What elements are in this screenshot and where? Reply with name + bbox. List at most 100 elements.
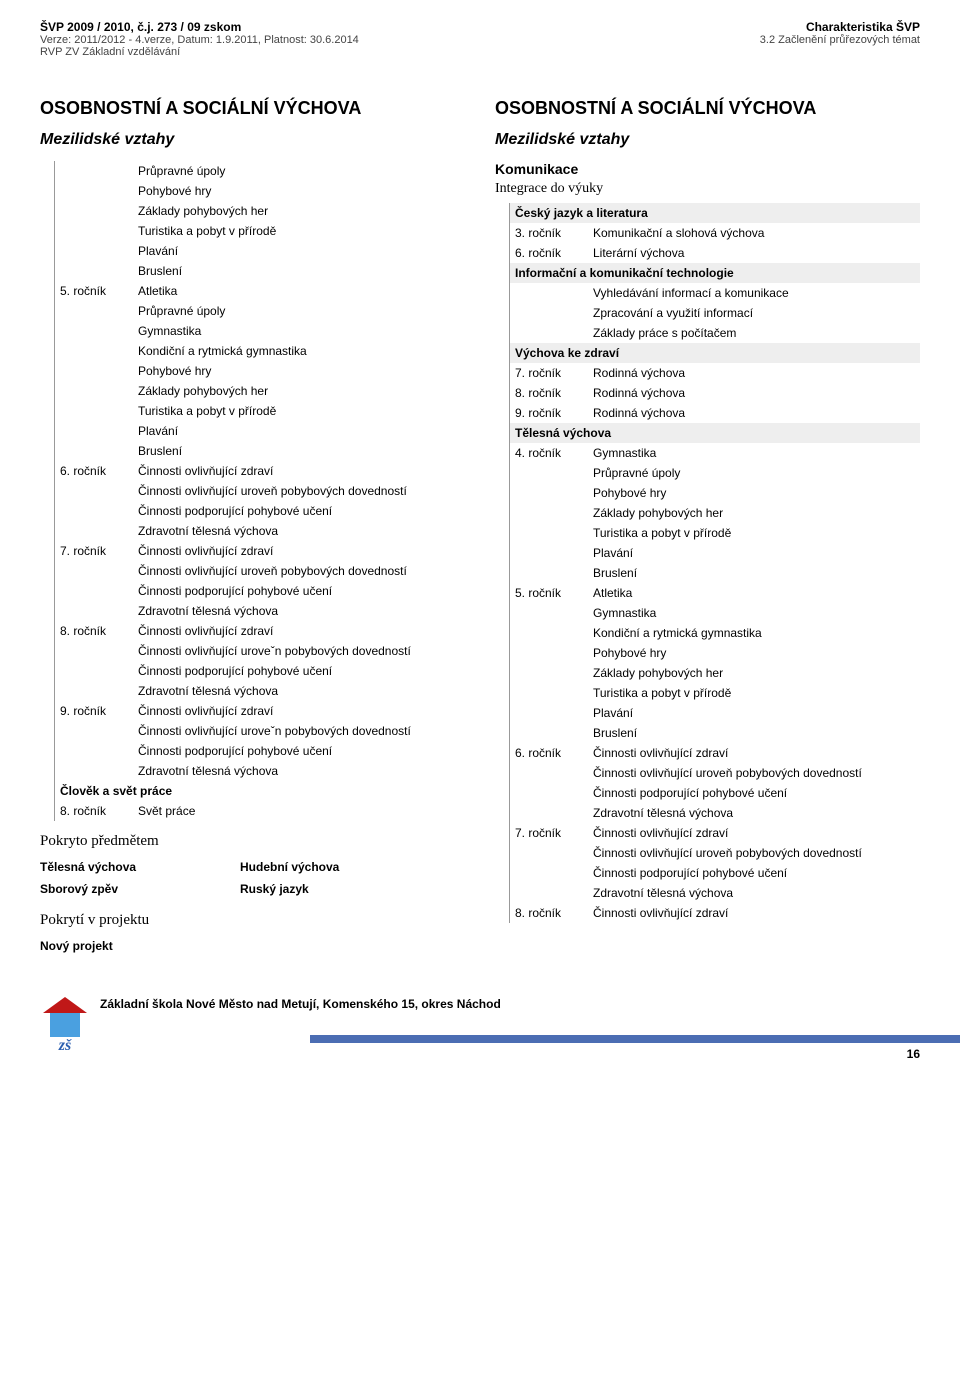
grade-label: 5. ročník <box>60 284 138 298</box>
list-item: Činnosti ovlivňující uroveň pobybových d… <box>593 846 862 860</box>
list-item: Gymnastika <box>138 324 201 338</box>
list-item: Plavání <box>593 546 633 560</box>
list-item: Turistika a pobyt v přírodě <box>593 686 731 700</box>
group-title: Český jazyk a literatura <box>509 203 920 223</box>
grade-label: 8. ročník <box>60 804 138 818</box>
list-item: Činnosti ovlivňující zdraví <box>138 704 273 718</box>
list-item: Kondiční a rytmická gymnastika <box>593 626 762 640</box>
grade-label: 5. ročník <box>515 586 593 600</box>
subject-pair: Tělesná výchovaHudební výchova <box>40 856 465 878</box>
header-left-line3: RVP ZV Základní vzdělávání <box>40 46 359 58</box>
list-item: Plavání <box>593 706 633 720</box>
left-tree: Průpravné úpoly Pohybové hry Základy poh… <box>54 161 465 821</box>
page-number: 16 <box>907 1047 920 1061</box>
list-item: Základy pohybových her <box>138 384 268 398</box>
grade-label: 8. ročník <box>60 624 138 638</box>
list-item: Svět práce <box>138 804 195 818</box>
grade-label: 8. ročník <box>515 906 593 920</box>
list-item: Kondiční a rytmická gymnastika <box>138 344 307 358</box>
list-item: Základy práce s počítačem <box>593 326 736 340</box>
subject: Sborový zpěv <box>40 882 240 896</box>
list-item: Pohybové hry <box>138 364 211 378</box>
group-title: Tělesná výchova <box>509 423 920 443</box>
left-column: OSOBNOSTNÍ A SOCIÁLNÍ VÝCHOVA Mezilidské… <box>40 98 465 957</box>
list-item: Atletika <box>138 284 177 298</box>
list-item: Rodinná výchova <box>593 366 685 380</box>
list-item: Činnosti podporující pohybové učení <box>138 504 332 518</box>
subject: Tělesná výchova <box>40 860 240 874</box>
grade-label: 7. ročník <box>515 826 593 840</box>
grade-label: 7. ročník <box>60 544 138 558</box>
list-item: Činnosti podporující pohybové učení <box>593 786 787 800</box>
list-item: Bruslení <box>138 444 182 458</box>
left-title: OSOBNOSTNÍ A SOCIÁLNÍ VÝCHOVA <box>40 98 465 119</box>
footer-bar <box>310 1035 960 1043</box>
list-item: Komunikační a slohová výchova <box>593 226 764 240</box>
subject: Hudební výchova <box>240 860 339 874</box>
grade-label: 9. ročník <box>515 406 593 420</box>
list-item: Pohybové hry <box>593 486 666 500</box>
list-item: Literární výchova <box>593 246 684 260</box>
list-item: Průpravné úpoly <box>138 164 225 178</box>
grade-label: 7. ročník <box>515 366 593 380</box>
right-tree: Český jazyk a literatura 3. ročníkKomuni… <box>509 203 920 923</box>
list-item: Činnosti ovlivňující zdraví <box>593 746 728 760</box>
list-item: Zdravotní tělesná výchova <box>593 886 733 900</box>
list-item: Turistika a pobyt v přírodě <box>138 224 276 238</box>
list-item: Průpravné úpoly <box>593 466 680 480</box>
right-column: OSOBNOSTNÍ A SOCIÁLNÍ VÝCHOVA Mezilidské… <box>495 98 920 957</box>
right-title: OSOBNOSTNÍ A SOCIÁLNÍ VÝCHOVA <box>495 98 920 119</box>
list-item: Turistika a pobyt v přírodě <box>138 404 276 418</box>
list-item: Bruslení <box>593 726 637 740</box>
covered-in-project: Pokrytí v projektu <box>40 912 465 929</box>
header-left-title: ŠVP 2009 / 2010, č.j. 273 / 09 zskom <box>40 20 359 34</box>
list-item: Rodinná výchova <box>593 406 685 420</box>
list-item: Zdravotní tělesná výchova <box>138 524 278 538</box>
list-item: Gymnastika <box>593 446 656 460</box>
list-item: Pohybové hry <box>138 184 211 198</box>
list-item: Turistika a pobyt v přírodě <box>593 526 731 540</box>
list-item: Základy pohybových her <box>593 506 723 520</box>
subject-pair: Sborový zpěvRuský jazyk <box>40 878 465 900</box>
list-item: Zdravotní tělesná výchova <box>138 684 278 698</box>
list-item: Činnosti ovlivňující zdraví <box>593 826 728 840</box>
list-item: Činnosti ovlivňující uroveˇn pobybových … <box>138 724 411 738</box>
list-item: Činnosti ovlivňující uroveň pobybových d… <box>593 766 862 780</box>
header-right-line2: 3.2 Začlenění průřezových témat <box>760 34 920 46</box>
list-item: Činnosti ovlivňující uroveˇn pobybových … <box>138 644 411 658</box>
page-footer: zš Základní škola Nové Město nad Metují,… <box>40 997 920 1011</box>
list-item: Průpravné úpoly <box>138 304 225 318</box>
list-item: Zpracování a využití informací <box>593 306 753 320</box>
group-title: Informační a komunikační technologie <box>509 263 920 283</box>
list-item: Činnosti podporující pohybové učení <box>138 744 332 758</box>
list-item: Pohybové hry <box>593 646 666 660</box>
covered-by-subject: Pokryto předmětem <box>40 833 465 850</box>
list-item: Činnosti ovlivňující zdraví <box>593 906 728 920</box>
list-item: Činnosti podporující pohybové učení <box>138 664 332 678</box>
list-item: Činnosti ovlivňující uroveň pobybových d… <box>138 484 407 498</box>
komunikace-heading: Komunikace <box>495 161 920 177</box>
list-item: Základy pohybových her <box>593 666 723 680</box>
integrace-heading: Integrace do výuky <box>495 181 920 197</box>
right-subtitle: Mezilidské vztahy <box>495 131 920 149</box>
grade-label: 6. ročník <box>60 464 138 478</box>
list-item: Zdravotní tělesná výchova <box>138 604 278 618</box>
grade-label: 9. ročník <box>60 704 138 718</box>
list-item: Činnosti podporující pohybové učení <box>593 866 787 880</box>
footer-school: Základní škola Nové Město nad Metují, Ko… <box>40 997 920 1011</box>
list-item: Činnosti ovlivňující zdraví <box>138 544 273 558</box>
group-title: Výchova ke zdraví <box>509 343 920 363</box>
list-item: Bruslení <box>138 264 182 278</box>
page-header: ŠVP 2009 / 2010, č.j. 273 / 09 zskom Ver… <box>40 20 920 58</box>
list-item: Základy pohybových her <box>138 204 268 218</box>
grade-label: 6. ročník <box>515 246 593 260</box>
group-title: Člověk a svět práce <box>54 781 465 801</box>
list-item: Atletika <box>593 586 632 600</box>
subject: Ruský jazyk <box>240 882 309 896</box>
school-logo-icon: zš <box>40 997 90 1057</box>
list-item: Zdravotní tělesná výchova <box>593 806 733 820</box>
header-right-title: Charakteristika ŠVP <box>760 20 920 34</box>
list-item: Plavání <box>138 424 178 438</box>
list-item: Vyhledávání informací a komunikace <box>593 286 789 300</box>
grade-label: 6. ročník <box>515 746 593 760</box>
